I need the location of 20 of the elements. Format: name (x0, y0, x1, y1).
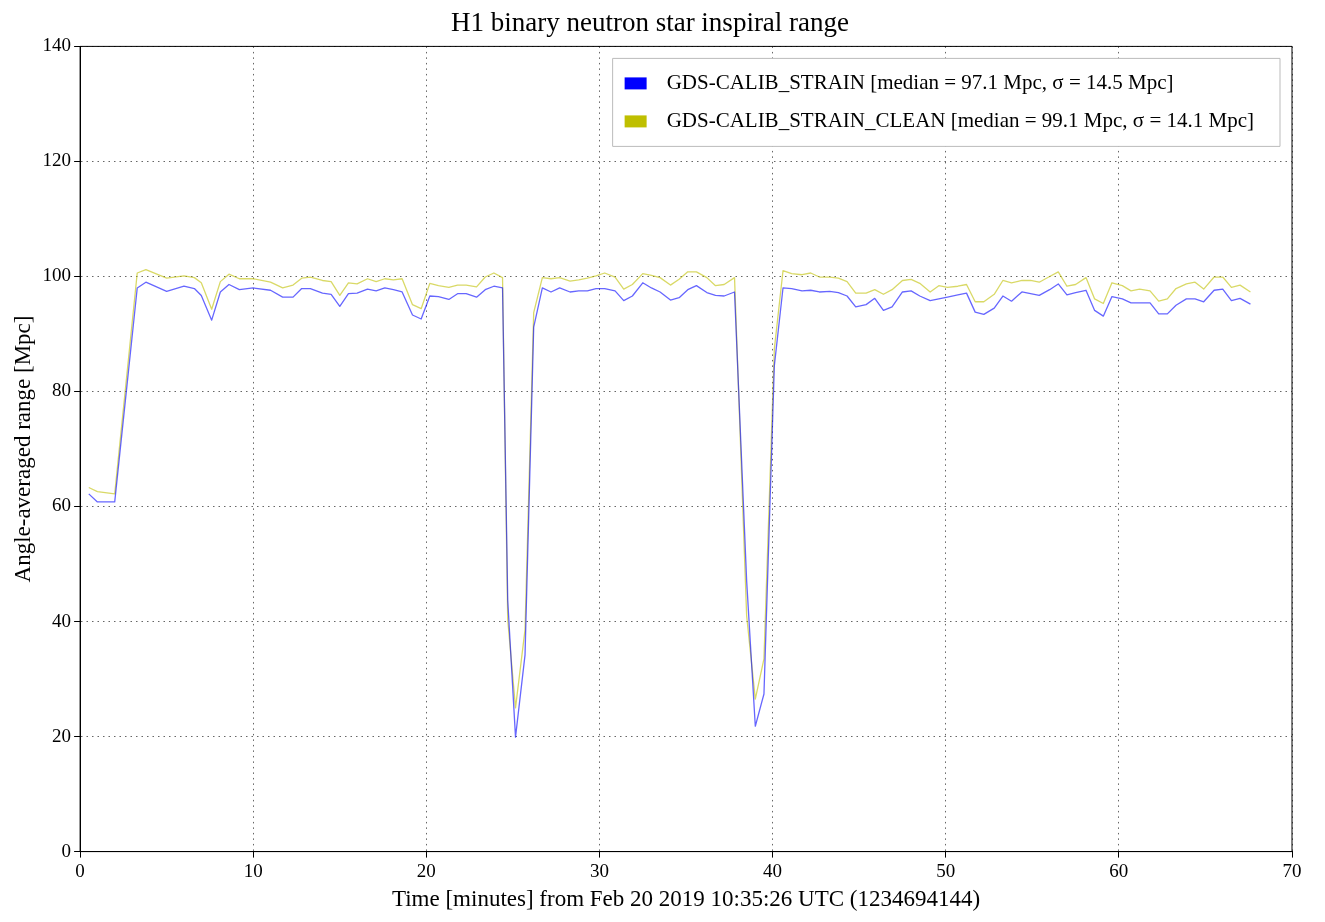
legend-label: GDS-CALIB_STRAIN_CLEAN [median = 99.1 Mpc, σ = 14.1 Mpc] (666, 107, 1254, 132)
x-axis-title: Time [minutes] from Feb 20 2019 10:35:26 UTC (1234694144) (391, 886, 981, 912)
x-tick-label: 40 (763, 859, 783, 881)
x-tick-label: 60 (1109, 859, 1129, 881)
y-tick-label: 80 (52, 379, 72, 401)
x-tick-label: 30 (589, 859, 609, 881)
y-tick-label: 20 (52, 724, 72, 746)
y-axis-title: Angle-averaged range [Mpc] (9, 315, 35, 583)
y-tick-label: 0 (61, 839, 72, 861)
x-tick-label: 50 (936, 859, 956, 881)
x-tick-label: 20 (416, 859, 436, 881)
chart-title: H1 binary neutron star inspiral range (450, 7, 850, 38)
x-tick-label: 70 (1282, 859, 1302, 881)
x-tick-label: 10 (243, 859, 263, 881)
y-tick-label: 40 (52, 609, 72, 631)
y-tick-label: 100 (42, 264, 72, 286)
y-tick-label: 140 (42, 34, 72, 56)
y-tick-label: 120 (42, 149, 72, 171)
y-tick-label: 60 (52, 494, 72, 516)
legend-label: GDS-CALIB_STRAIN [median = 97.1 Mpc, σ = 14.5 Mpc] (666, 69, 1174, 94)
